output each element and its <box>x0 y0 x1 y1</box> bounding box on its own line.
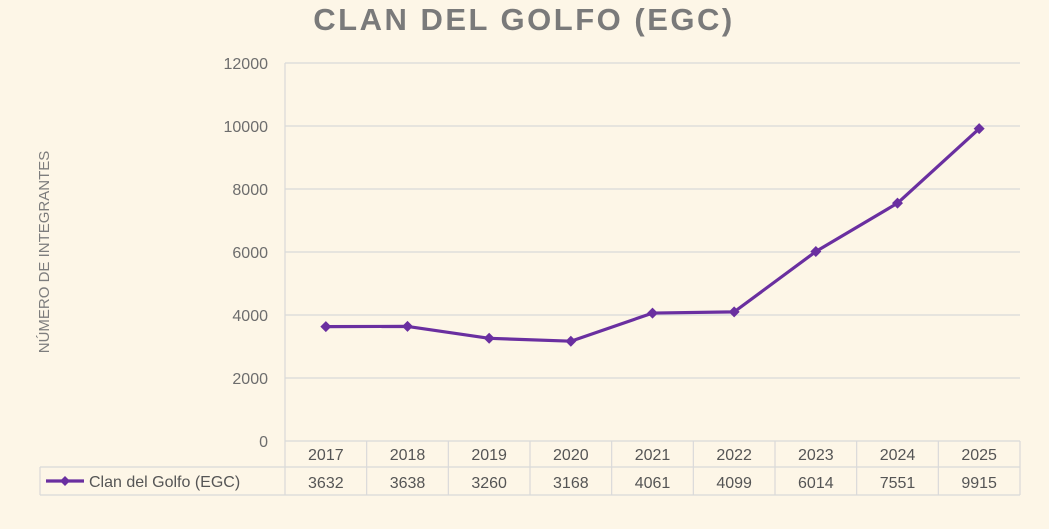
data-point-marker <box>728 306 740 318</box>
data-point-marker <box>483 332 495 344</box>
y-tick-label: 8000 <box>232 182 268 199</box>
legend-marker-icon <box>60 476 70 486</box>
table-value-cell: 3168 <box>553 475 589 492</box>
chart-title: CLAN DEL GOLFO (EGC) <box>313 2 734 37</box>
table-value-cell: 3638 <box>390 475 426 492</box>
table-value-cell: 4061 <box>635 475 671 492</box>
table-value-cell: 4099 <box>716 475 752 492</box>
table-value-cell: 3260 <box>471 475 507 492</box>
x-category-label: 2017 <box>308 447 344 464</box>
y-tick-label: 2000 <box>232 371 268 388</box>
data-point-marker <box>892 197 903 209</box>
data-point-marker <box>810 246 822 258</box>
gridlines <box>285 62 1020 379</box>
table-value-cell: 6014 <box>798 475 834 492</box>
data-point-marker <box>647 307 658 319</box>
table-value-cell: 7551 <box>880 475 916 492</box>
data-table: 2017 3632 2018 3638 2019 3260 2020 3168 2021 4061… <box>39 63 1021 496</box>
x-category-label: 2022 <box>716 447 752 464</box>
table-value-cell: 3632 <box>308 475 344 492</box>
x-category-label: 2018 <box>390 447 426 464</box>
x-category-label: 2019 <box>471 447 507 464</box>
data-point-marker <box>565 335 577 347</box>
data-point-marker <box>402 320 413 332</box>
x-category-label: 2023 <box>798 447 834 464</box>
x-category-label: 2021 <box>635 447 671 464</box>
data-point-marker <box>320 321 332 333</box>
legend: Clan del Golfo (EGC) <box>46 474 240 491</box>
series-line-group <box>320 123 985 347</box>
x-category-label: 2025 <box>961 447 997 464</box>
y-tick-label: 6000 <box>232 245 268 262</box>
y-tick-label: 4000 <box>232 308 268 325</box>
legend-series-label: Clan del Golfo (EGC) <box>89 474 240 491</box>
y-tick-label: 10000 <box>224 119 269 136</box>
x-category-label: 2020 <box>553 447 589 464</box>
y-tick-label: 0 <box>259 434 268 451</box>
table-value-cell: 9915 <box>961 475 997 492</box>
y-axis-label: NÚMERO DE INTEGRANTES <box>36 151 53 354</box>
data-point-marker <box>973 123 985 135</box>
x-category-label: 2024 <box>880 447 916 464</box>
y-axis-ticks: 0 2000 4000 6000 8000 10000 12000 <box>224 56 269 451</box>
y-tick-label: 12000 <box>224 56 269 73</box>
